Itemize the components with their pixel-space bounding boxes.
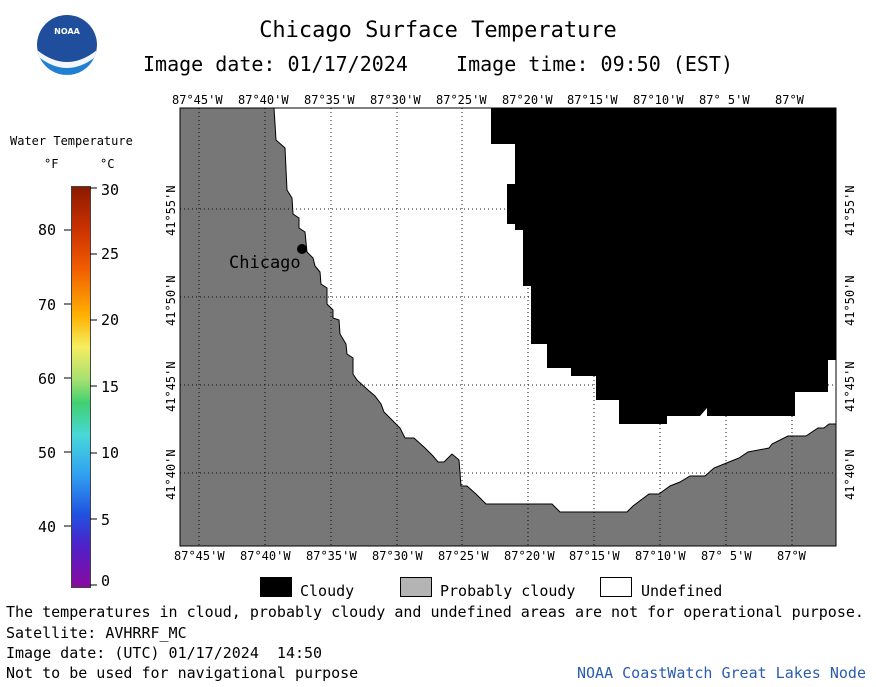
scale-ticks xyxy=(64,187,97,586)
color-scale-bar xyxy=(71,186,91,588)
lon-tick: 87°40'W xyxy=(238,93,289,107)
image-date-time: Image date: 01/17/2024 Image time: 09:50… xyxy=(142,52,733,76)
lon-tick: 87°15'W xyxy=(567,93,618,107)
scale-label-c: 30 xyxy=(101,181,120,199)
graticule xyxy=(180,108,836,546)
unit-c: °C xyxy=(100,157,115,171)
scale-label-f: 40 xyxy=(38,518,57,536)
lon-tick: 87°W xyxy=(777,549,806,563)
land-area xyxy=(179,107,837,547)
lon-tick: 87°45'W xyxy=(174,549,225,563)
key-swatch-undefined xyxy=(600,577,632,597)
lon-tick: 87° 5'W xyxy=(701,549,752,563)
key-swatch-probably-cloudy xyxy=(400,577,432,597)
lon-tick: 87°20'W xyxy=(502,93,553,107)
noaa-logo: NOAA xyxy=(37,15,97,75)
lon-tick: 87°25'W xyxy=(438,549,489,563)
scale-label-c: 0 xyxy=(101,572,111,590)
key-label-probably-cloudy: Probably cloudy xyxy=(440,582,576,600)
map-frame xyxy=(179,107,837,547)
lon-tick: 87°25'W xyxy=(436,93,487,107)
scale-label-c: 10 xyxy=(101,444,120,462)
legend-title: Water Temperature xyxy=(10,134,133,148)
lon-tick: 87°45'W xyxy=(172,93,223,107)
scale-label-c: 20 xyxy=(101,311,120,329)
lon-tick: 87°40'W xyxy=(240,549,291,563)
lon-tick: 87°W xyxy=(775,93,804,107)
map-title: Chicago Surface Temperature xyxy=(259,18,617,43)
satellite-info: Satellite: AVHRRF_MC xyxy=(6,624,187,642)
lon-tick: 87°10'W xyxy=(635,549,686,563)
lon-tick: 87°35'W xyxy=(306,549,357,563)
unit-f: °F xyxy=(44,157,59,171)
lon-tick: 87°35'W xyxy=(304,93,355,107)
chicago-marker xyxy=(297,244,307,254)
lon-tick: 87° 5'W xyxy=(699,93,750,107)
cloud-mask xyxy=(491,108,836,424)
scale-label-c: 5 xyxy=(101,511,111,529)
city-label: Chicago xyxy=(229,253,301,273)
scale-label-c: 15 xyxy=(101,378,120,396)
lon-tick: 87°30'W xyxy=(372,549,423,563)
key-swatch-cloudy xyxy=(260,577,292,597)
lon-tick: 87°10'W xyxy=(633,93,684,107)
lon-tick: 87°15'W xyxy=(569,549,620,563)
navigation-disclaimer: Not to be used for navigational purpose xyxy=(6,664,359,682)
scale-label-c: 25 xyxy=(101,245,120,263)
scale-label-f: 60 xyxy=(38,370,57,388)
logo-text: NOAA xyxy=(54,27,80,36)
lon-tick: 87°30'W xyxy=(370,93,421,107)
scale-label-f: 80 xyxy=(38,221,57,239)
credit-link[interactable]: NOAA CoastWatch Great Lakes Node xyxy=(577,664,866,682)
utc-date: Image date: (UTC) 01/17/2024 14:50 xyxy=(6,644,323,662)
lon-tick: 87°20'W xyxy=(504,549,555,563)
key-label-undefined: Undefined xyxy=(641,582,723,600)
key-label-cloudy: Cloudy xyxy=(300,582,355,600)
scale-label-f: 70 xyxy=(38,296,57,314)
scale-label-f: 50 xyxy=(38,444,57,462)
disclaimer-note: The temperatures in cloud, probably clou… xyxy=(6,603,864,621)
